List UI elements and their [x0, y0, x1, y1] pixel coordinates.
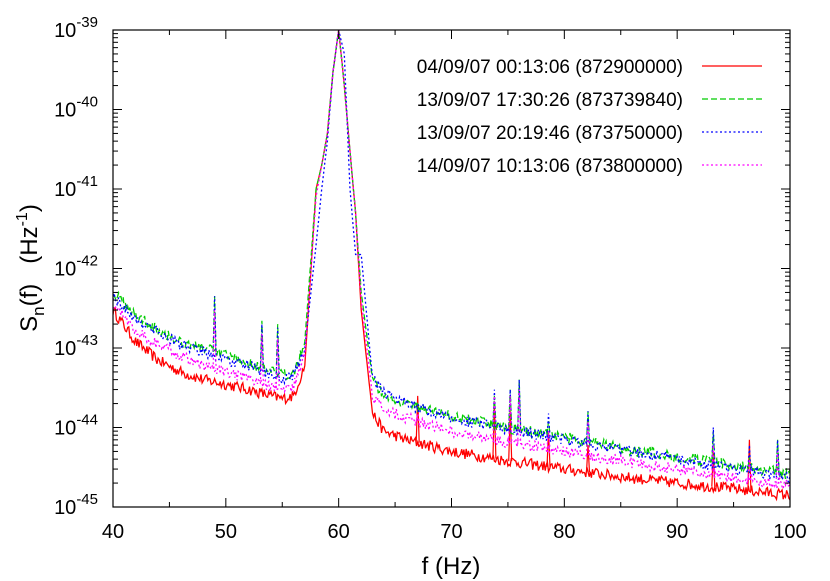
y-tick-label: 10-45 — [54, 491, 98, 519]
spectral-line-mark — [546, 413, 551, 437]
spectral-line-mark — [546, 421, 551, 435]
x-tick-label: 90 — [666, 521, 688, 543]
spectral-line-mark — [415, 395, 420, 443]
y-tick-label: 10-44 — [54, 412, 98, 440]
legend-label-4: 14/09/07 10:13:06 (873800000) — [417, 156, 683, 177]
y-tick-label: 10-42 — [54, 253, 98, 281]
y-tick-label: 10-43 — [54, 332, 98, 360]
spectral-line-mark — [508, 411, 513, 462]
spectral-line-mark — [517, 379, 522, 432]
ticks-layer — [112, 29, 791, 508]
x-tick-label: 70 — [440, 521, 462, 543]
spectral-line-mark — [259, 333, 264, 384]
y-tick-labels: 10-45 10-44 10-43 10-42 10-41 10-40 10-39 — [54, 14, 98, 519]
spectral-line-mark — [492, 389, 497, 427]
x-tick-label: 80 — [553, 521, 575, 543]
spectral-line-mark — [747, 457, 752, 469]
spectral-line-mark — [415, 413, 420, 422]
x-tick-label: 50 — [215, 521, 237, 543]
y-axis-title-mid: (f) (Hz — [16, 226, 43, 306]
spectral-line-mark — [517, 389, 522, 445]
y-tick-label: 10-41 — [54, 173, 98, 201]
y-axis-title: Sn(f) (Hz-1) — [14, 204, 48, 332]
legend-label-1: 04/09/07 00:13:06 (872900000) — [417, 57, 683, 78]
spectral-line-mark — [585, 445, 591, 473]
spectral-line-mark — [508, 395, 513, 443]
spectral-line-mark — [415, 402, 420, 408]
y-axis-title-sub: n — [29, 306, 48, 315]
spectral-line-mark — [711, 427, 716, 466]
spectral-line-mark — [711, 445, 716, 475]
x-tick-label: 100 — [773, 521, 806, 543]
legend: 04/09/07 00:13:06 (872900000) 13/09/07 17… — [417, 57, 762, 177]
legend-label-2: 13/09/07 17:30:26 (873739840) — [417, 90, 683, 111]
spectral-line-mark — [275, 338, 280, 389]
series-layer — [113, 30, 790, 502]
y-tick-label: 10-40 — [54, 94, 98, 122]
y-tick-label: 10-39 — [54, 14, 98, 42]
spectral-line-mark — [546, 431, 551, 449]
x-tick-label: 40 — [102, 521, 124, 543]
series-line-3 — [113, 30, 790, 484]
spectral-line-mark — [775, 451, 780, 484]
y-axis-title-end: ) — [16, 204, 43, 212]
spectral-line-mark — [259, 320, 264, 369]
series-line-1 — [113, 30, 790, 502]
y-axis-title-sup: -1 — [14, 212, 31, 226]
spectral-line-mark — [546, 431, 551, 467]
legend-label-3: 13/09/07 20:19:46 (873750000) — [417, 123, 683, 144]
spectral-line-mark — [212, 310, 217, 369]
y-axis-title-base: S — [16, 316, 43, 332]
spectral-line-mark — [775, 439, 780, 476]
x-tick-label: 60 — [328, 521, 350, 543]
spectral-line-mark — [275, 327, 280, 379]
x-tick-labels: 40 50 60 70 80 90 100 — [102, 521, 807, 543]
x-axis-title: f (Hz) — [422, 553, 481, 580]
series-line-2 — [113, 30, 790, 480]
spectral-line-mark — [492, 395, 497, 440]
